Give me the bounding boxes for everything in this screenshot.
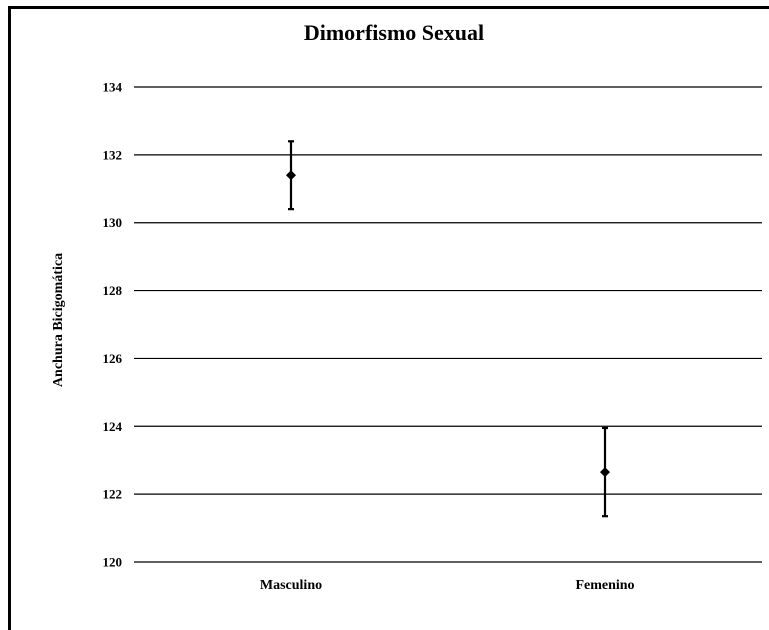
data-point [600, 467, 610, 478]
x-category-label: Femenino [575, 578, 634, 593]
data-point [286, 170, 296, 181]
data-marks [286, 140, 610, 518]
y-tick-label: 122 [103, 487, 123, 502]
y-tick-label: 120 [103, 555, 123, 570]
y-tick-label: 128 [103, 283, 123, 298]
y-tick-label: 126 [103, 351, 123, 366]
chart-title: Dimorfismo Sexual [304, 20, 484, 45]
y-tick-label: 124 [103, 419, 123, 434]
gridlines [134, 86, 762, 563]
y-tick-labels: 120 122 124 126 128 130 132 134 [103, 80, 123, 570]
chart-frame [8, 6, 769, 630]
x-category-label: Masculino [260, 578, 322, 593]
y-axis-label: Anchura Bicigomática [51, 253, 66, 387]
y-tick-label: 134 [103, 80, 123, 95]
x-category-labels: Masculino Femenino [260, 578, 635, 593]
y-tick-label: 130 [103, 215, 123, 230]
y-tick-label: 132 [103, 147, 123, 162]
